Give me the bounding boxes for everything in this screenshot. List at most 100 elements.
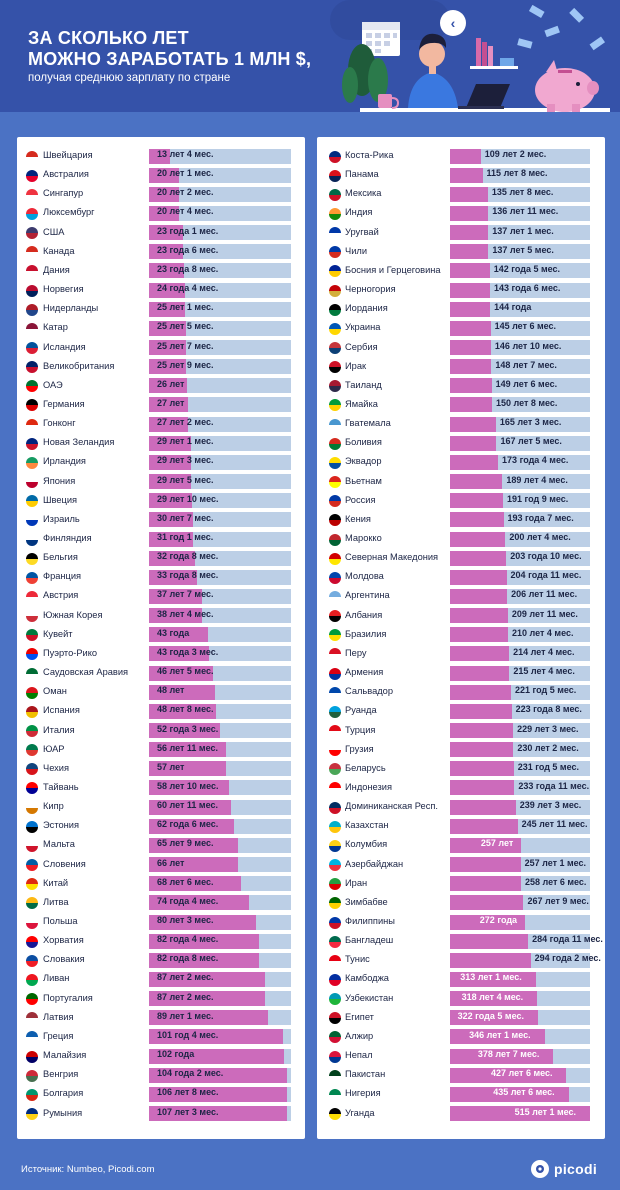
title-line-2: МОЖНО ЗАРАБОТАТЬ 1 МЛН $, (28, 49, 312, 69)
country-label: Азербайджан (345, 858, 404, 869)
bar-track (450, 799, 590, 815)
flag-icon (329, 993, 341, 1006)
bar-track (450, 493, 590, 509)
flag-icon (329, 533, 341, 546)
bar-value-label: 26 лет (157, 378, 185, 389)
laptop-icon (458, 84, 510, 109)
chart-panel-right: Коста-Рика 109 лет 2 мес. Панама 115 лет 8 … (317, 137, 605, 1139)
bar-track (450, 895, 590, 911)
country-label: Пуэрто-Рико (43, 647, 98, 658)
bar-value-label: 144 года (494, 302, 532, 313)
bar (149, 703, 216, 719)
chart-row: Колумбия 257 лет (317, 836, 605, 855)
chart-row: Боливия 167 лет 5 мес. (317, 434, 605, 453)
bar-value-label: 62 года 6 мес. (157, 819, 219, 830)
flag-icon (26, 476, 38, 489)
bar-track (149, 761, 291, 777)
bar-value-label: 82 года 4 мес. (157, 934, 219, 945)
chart-row: Мексика 135 лет 8 мес. (317, 185, 605, 204)
bar-value-label: 258 лет 6 мес. (524, 876, 587, 887)
flag-icon (26, 265, 38, 278)
bar (149, 723, 221, 738)
country-label: Малайзия (43, 1050, 87, 1061)
bar-value-label: 294 года 2 мес. (534, 953, 601, 964)
country-label: Венгрия (43, 1069, 79, 1080)
bar (450, 531, 506, 547)
bar-value-label: 214 лет 4 мес. (513, 646, 575, 657)
flag-icon (329, 361, 341, 374)
chart-row: Норвегия 24 года 4 мес. (17, 281, 305, 300)
country-label: ЮАР (43, 743, 65, 754)
back-arrow-icon[interactable]: ‹ (440, 10, 466, 36)
flag-icon (329, 150, 341, 163)
chart-row: Нидерланды 25 лет 1 мес. (17, 300, 305, 319)
bar (149, 416, 189, 432)
bar-track (450, 991, 590, 1007)
bar-value-label: 46 лет 5 мес. (157, 666, 214, 677)
money-bills-decoration (517, 4, 606, 51)
bar (149, 1048, 285, 1064)
country-label: Боливия (345, 437, 382, 448)
bar-value-label: 68 лет 6 мес. (157, 876, 214, 887)
bar (149, 876, 242, 892)
chart-row: Южная Корея 38 лет 4 мес. (17, 607, 305, 626)
bar-value-label: 13 лет 4 мес. (157, 149, 214, 159)
bar (450, 493, 504, 509)
flag-icon (26, 916, 38, 929)
bar-track (450, 186, 590, 202)
flag-icon (26, 954, 38, 967)
bar-value-label: 115 лет 8 мес. (486, 168, 548, 179)
calendar-icon (362, 22, 400, 56)
bar (450, 703, 512, 719)
bar (450, 608, 508, 624)
chart-row: Коста-Рика 109 лет 2 мес. (317, 147, 605, 166)
country-label: Непал (345, 1050, 373, 1061)
country-label: Аргентина (345, 590, 390, 601)
bar-value-label: 37 лет 7 мес. (157, 589, 214, 600)
chart-row: Албания 209 лет 11 мес. (317, 607, 605, 626)
country-label: Нигерия (345, 1088, 381, 1099)
bar-track (149, 474, 291, 490)
chart-row: Иордания 144 года (317, 300, 605, 319)
bar (450, 818, 518, 834)
flag-icon (329, 227, 341, 240)
country-label: Мальта (43, 839, 75, 850)
bar-value-label: 82 года 8 мес. (157, 953, 219, 964)
bar-track (149, 1048, 291, 1064)
bar-value-label: 106 лет 8 мес. (157, 1087, 219, 1098)
chart-row: Германия 27 лет (17, 396, 305, 415)
country-label: Дания (43, 264, 70, 275)
bar-track (149, 531, 291, 547)
country-label: Сингапур (43, 188, 84, 199)
bar-value-label: 102 года (157, 1049, 195, 1060)
chart-row: Уганда 515 лет 1 мес. (317, 1105, 605, 1124)
chart-row: Великобритания 25 лет 9 мес. (17, 358, 305, 377)
bar (450, 225, 489, 241)
bar (450, 301, 491, 317)
chart-row: Люксембург 20 лет 4 мес. (17, 204, 305, 223)
bar-value-label: 167 лет 5 мес. (500, 436, 562, 447)
bar-track (149, 186, 291, 202)
flag-icon (26, 361, 38, 374)
bar-track (450, 282, 590, 298)
country-label: Украина (345, 322, 381, 333)
bar (450, 684, 511, 700)
bar (149, 225, 183, 241)
country-label: Южная Корея (43, 609, 103, 620)
country-label: Казахстан (345, 820, 389, 831)
flag-icon (26, 610, 38, 623)
bar (149, 1029, 284, 1045)
chart-row: Польша 80 лет 3 мес. (17, 913, 305, 932)
chart-row: Ливан 87 лет 2 мес. (17, 970, 305, 989)
country-label: Латвия (43, 1011, 74, 1022)
books-shelf-icon (470, 38, 518, 69)
bar-value-label: 427 лет 6 мес. (491, 1068, 553, 1079)
bar (450, 435, 497, 451)
bar (149, 971, 266, 987)
bar-value-label: 23 года 6 мес. (157, 244, 219, 255)
bar-value-label: 515 лет 1 мес. (514, 1106, 577, 1117)
flag-icon (329, 265, 341, 278)
bar-track (450, 627, 590, 643)
country-label: Пакистан (345, 1069, 386, 1080)
flag-icon (26, 322, 38, 335)
